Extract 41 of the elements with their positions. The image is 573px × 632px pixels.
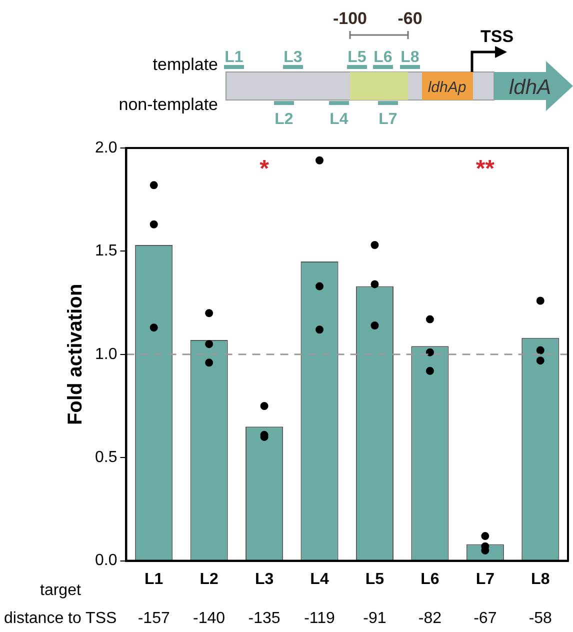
text: target <box>40 582 82 600</box>
text: template <box>152 55 218 74</box>
text: TSS <box>480 27 514 46</box>
text: L2 <box>274 111 294 128</box>
text: -119 <box>304 610 336 628</box>
text: -91 <box>363 610 386 628</box>
text: distance to TSS <box>4 610 117 628</box>
x-tick-label: L8 <box>531 570 550 588</box>
text: L5 <box>348 49 366 66</box>
y-axis-title: Fold activation <box>64 284 87 425</box>
text: L4 <box>330 111 348 128</box>
text: -82 <box>418 610 442 628</box>
text: L8 <box>400 49 420 66</box>
text: L1 <box>224 49 244 66</box>
annotation: * <box>260 156 270 183</box>
text: -140 <box>193 610 226 628</box>
x-tick-label: L3 <box>254 570 274 588</box>
x-tick-label: L7 <box>476 570 495 588</box>
text: -135 <box>248 610 280 628</box>
y-tick-label: 2.0 <box>94 139 118 156</box>
text: -58 <box>528 610 552 628</box>
x-tick-label: L6 <box>420 570 440 588</box>
y-tick-label: 0.0 <box>94 552 118 570</box>
annotation: ** <box>476 156 496 183</box>
text: -100 <box>332 9 368 28</box>
text: -157 <box>138 610 170 628</box>
text: L6 <box>374 49 392 66</box>
text: L3 <box>284 49 302 66</box>
y-tick-label: 1.5 <box>94 242 118 260</box>
y-tick-label: 0.5 <box>94 449 118 466</box>
y-tick-label: 1.0 <box>94 346 118 363</box>
x-tick-label: L5 <box>365 570 384 588</box>
x-tick-label: L4 <box>310 570 329 588</box>
text: -67 <box>474 610 497 628</box>
text: non-template <box>118 95 218 114</box>
text: -60 <box>398 9 422 28</box>
x-tick-label: L2 <box>200 570 219 588</box>
text: L7 <box>378 111 398 128</box>
text: ldhAp <box>428 79 466 96</box>
x-tick-label: L1 <box>144 570 164 588</box>
text: ldhA <box>508 76 552 99</box>
